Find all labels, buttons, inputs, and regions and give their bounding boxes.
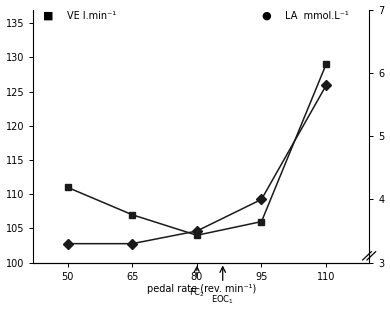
X-axis label: pedal rate (rev. min⁻¹): pedal rate (rev. min⁻¹) bbox=[147, 284, 256, 295]
Text: LA  mmol.L⁻¹: LA mmol.L⁻¹ bbox=[285, 11, 349, 21]
Text: ■: ■ bbox=[43, 11, 54, 21]
Text: ●: ● bbox=[262, 11, 271, 21]
Text: VE l.min⁻¹: VE l.min⁻¹ bbox=[67, 11, 116, 21]
Text: EOC$_1$: EOC$_1$ bbox=[211, 294, 234, 306]
Text: FC$_2$: FC$_2$ bbox=[189, 287, 205, 299]
